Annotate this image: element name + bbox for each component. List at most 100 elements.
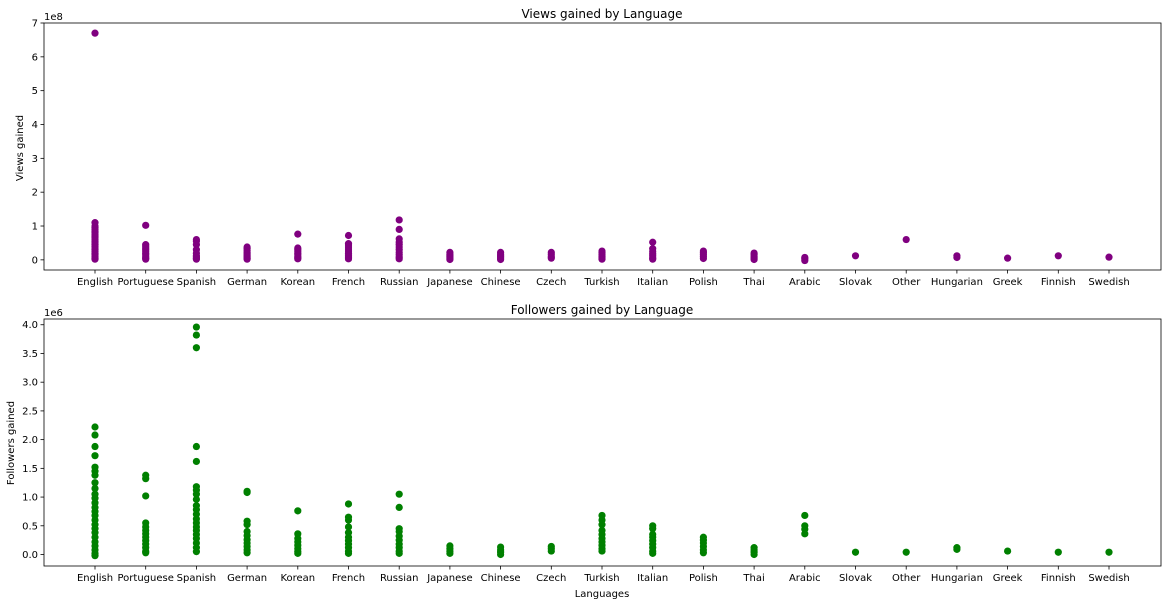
followers-point (902, 548, 910, 556)
views-x-tick-label: Portuguese (118, 277, 174, 288)
views-plot-frame (43, 22, 1162, 271)
views-point (294, 255, 302, 263)
followers-y-tick-label: 2.0 (22, 435, 38, 446)
followers-point (91, 431, 99, 439)
views-point (953, 253, 961, 262)
followers-plot-frame (43, 318, 1162, 567)
views-points (91, 29, 1113, 265)
followers-subplot: Followers gained by Language 1e6 Followe… (6, 303, 1162, 600)
views-point (446, 255, 454, 264)
views-x-tick-label: Chinese (481, 277, 521, 288)
followers-x-tick-label: Italian (637, 573, 668, 584)
views-point (91, 29, 99, 37)
followers-point (91, 452, 99, 460)
followers-x-tick-label: Portuguese (118, 573, 174, 584)
views-x-tick-label: Polish (689, 277, 718, 288)
followers-point (1105, 548, 1113, 556)
views-point (192, 241, 200, 249)
views-x-tick-label: Thai (742, 277, 764, 288)
followers-point (192, 495, 200, 503)
followers-point (344, 523, 353, 531)
views-y-axis-label: Views gained (15, 115, 26, 181)
followers-y-tick-label: 3.0 (22, 378, 38, 389)
views-y-tick-label: 3 (32, 154, 38, 165)
followers-point (801, 530, 809, 538)
followers-point (294, 507, 302, 515)
views-y-tick-label: 1 (32, 222, 38, 233)
followers-x-ticks: English Portuguese Spanish German Korean Fren… (77, 566, 1130, 584)
followers-point (294, 549, 302, 557)
views-point (649, 238, 657, 246)
followers-point (192, 548, 200, 556)
followers-x-tick-label: Swedish (1088, 573, 1129, 584)
views-point (91, 255, 99, 263)
followers-point (243, 549, 251, 557)
followers-point (547, 547, 555, 555)
followers-point (801, 511, 809, 520)
views-point (547, 254, 555, 262)
followers-point (1054, 548, 1062, 556)
views-point (344, 255, 353, 263)
views-x-tick-label: Japanese (426, 277, 472, 288)
followers-x-tick-label: Thai (742, 573, 764, 584)
views-x-tick-label: Turkish (583, 277, 619, 288)
followers-x-tick-label: Korean (280, 573, 315, 584)
views-point (395, 255, 403, 263)
followers-points (91, 323, 1113, 560)
views-y-tick-label: 0 (32, 255, 38, 266)
followers-point (142, 549, 150, 557)
views-x-tick-label: Korean (280, 277, 315, 288)
views-point (1054, 252, 1062, 260)
views-x-tick-label: English (77, 277, 113, 288)
views-point (1004, 254, 1012, 262)
views-y-ticks: 0 1 2 3 4 5 6 7 (32, 19, 44, 266)
followers-x-tick-label: Greek (993, 573, 1023, 584)
views-x-tick-label: Hungarian (931, 277, 983, 288)
followers-point (91, 484, 99, 493)
followers-point (1004, 547, 1012, 555)
followers-point (953, 545, 961, 553)
views-x-tick-label: Russian (380, 277, 419, 288)
views-x-tick-label: Finnish (1041, 277, 1076, 288)
views-point (243, 255, 251, 263)
followers-point (699, 549, 708, 557)
views-point (497, 255, 505, 264)
followers-point (142, 492, 150, 500)
followers-y-offset-label: 1e6 (44, 308, 63, 319)
followers-point (192, 331, 200, 339)
followers-x-tick-label: Japanese (426, 573, 472, 584)
views-y-tick-label: 2 (32, 188, 38, 199)
followers-point (91, 552, 99, 560)
followers-point (243, 488, 251, 497)
followers-point (649, 525, 657, 533)
followers-x-tick-label: Spanish (177, 573, 217, 584)
followers-y-tick-label: 3.5 (22, 349, 38, 360)
views-point (1105, 253, 1113, 261)
followers-point (395, 503, 403, 512)
followers-y-ticks: 0.0 0.5 1.0 1.5 2.0 2.5 3.0 3.5 4.0 (22, 320, 44, 561)
views-point (902, 235, 910, 244)
followers-point (851, 548, 860, 556)
followers-point (395, 549, 403, 557)
views-y-tick-label: 5 (32, 86, 38, 97)
followers-chart-title: Followers gained by Language (511, 303, 694, 317)
followers-point (446, 549, 454, 557)
views-chart-title: Views gained by Language (521, 7, 682, 21)
views-y-tick-label: 7 (32, 19, 38, 30)
followers-point (142, 475, 150, 483)
followers-point (395, 490, 403, 498)
views-point (142, 255, 150, 263)
followers-point (192, 344, 200, 352)
followers-point (192, 442, 200, 451)
views-point (395, 216, 403, 224)
followers-point (192, 323, 200, 331)
views-point (344, 231, 353, 240)
views-point (395, 225, 403, 233)
followers-x-tick-label: French (332, 573, 365, 584)
views-x-tick-label: French (332, 277, 365, 288)
followers-point (598, 547, 606, 555)
followers-point (497, 550, 505, 559)
views-x-tick-label: German (227, 277, 267, 288)
followers-point (91, 442, 99, 451)
views-point (699, 254, 708, 263)
